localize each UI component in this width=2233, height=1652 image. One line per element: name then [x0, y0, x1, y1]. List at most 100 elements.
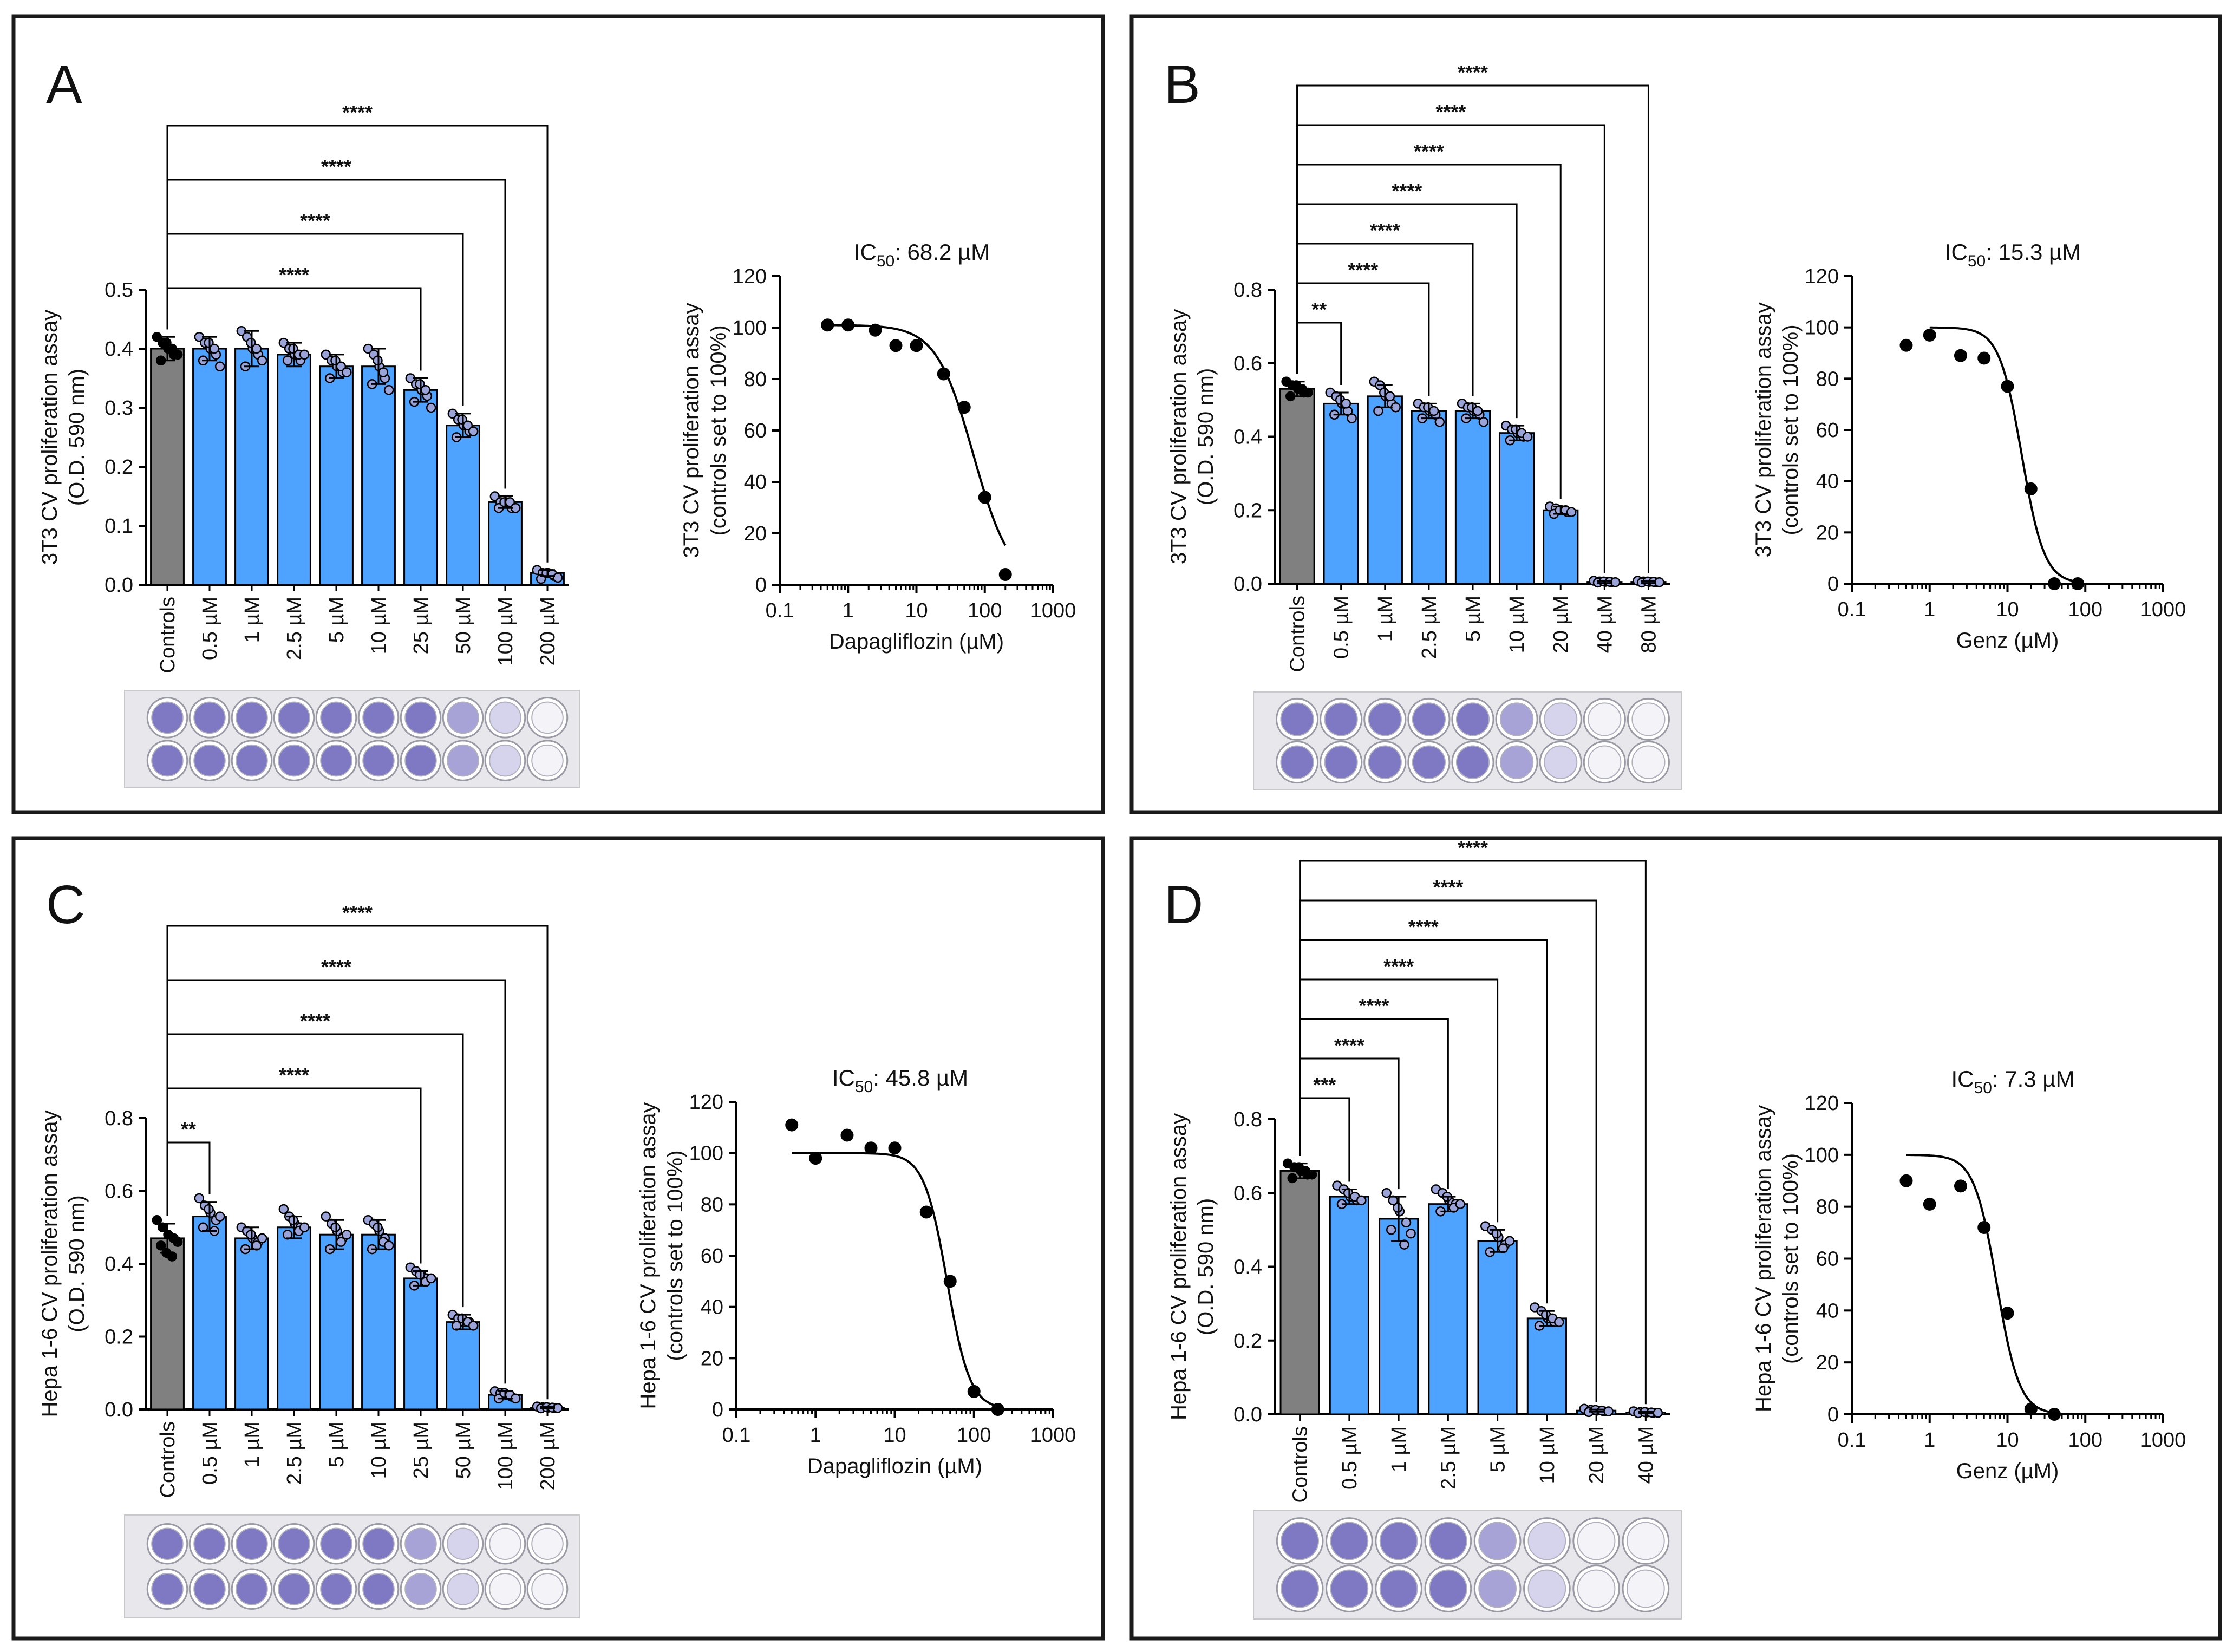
well: [489, 1573, 521, 1605]
bar: [403, 1277, 438, 1411]
well: [1379, 1522, 1418, 1560]
bar: [277, 354, 311, 586]
bar: [319, 1233, 354, 1411]
data-point: [204, 1204, 214, 1214]
dr-y-tick-label: 20: [744, 523, 767, 545]
dr-y-axis-label: Hepa 1-6 CV proliferation assay: [636, 1102, 660, 1409]
x-tick-label: 50 µM: [452, 1421, 475, 1479]
data-point: [1307, 1169, 1317, 1180]
x-tick-label: 100 µM: [494, 1421, 517, 1491]
significance-label: ****: [1414, 140, 1444, 162]
well: [278, 701, 310, 734]
well: [1544, 702, 1578, 736]
dr-data-point: [919, 1205, 933, 1219]
dr-data-point: [821, 318, 834, 332]
fit-curve: [827, 324, 1007, 546]
y-axis-label: Hepa 1-6 CV proliferation assay: [1167, 1113, 1191, 1420]
well: [236, 1573, 268, 1605]
dr-x-tick-label: 1000: [1030, 1424, 1076, 1447]
well: [404, 1527, 437, 1560]
well: [1588, 702, 1622, 736]
dr-x-tick-label: 100: [968, 599, 1002, 622]
dr-data-point: [967, 1385, 981, 1398]
ic50-title-sub: 50: [855, 1078, 873, 1096]
dr-y-tick-label: 100: [1805, 317, 1839, 339]
well: [1324, 745, 1358, 779]
data-point: [1303, 387, 1313, 398]
y-tick-label: 0.8: [1233, 279, 1262, 302]
dr-y-tick-label: 20: [1816, 1351, 1839, 1374]
data-point: [426, 402, 436, 413]
dr-x-tick-label: 0.1: [766, 599, 794, 622]
x-tick-label: 1 µM: [1388, 1426, 1411, 1472]
data-point: [1341, 399, 1351, 409]
well: [531, 701, 564, 734]
data-point: [468, 426, 479, 436]
plate-photo: [124, 1514, 580, 1618]
dr-y-axis-label-units: (controls set to 100%): [663, 1150, 687, 1361]
well: [404, 1573, 437, 1605]
bar: [192, 1216, 227, 1411]
dr-data-point: [840, 1128, 854, 1142]
well: [278, 744, 310, 777]
well: [362, 1527, 395, 1560]
well: [1368, 745, 1402, 779]
significance-bracket: [1299, 860, 1647, 1405]
data-point: [1472, 406, 1483, 416]
well: [278, 1573, 310, 1605]
dr-data-point: [2071, 577, 2085, 590]
bar: [150, 348, 185, 586]
well: [489, 701, 521, 734]
well: [193, 1573, 226, 1605]
y-tick-label: 0.8: [105, 1107, 133, 1130]
x-tick-label: 10 µM: [1536, 1426, 1559, 1484]
bar: [192, 348, 227, 586]
dr-x-tick-label: 1000: [2140, 1429, 2186, 1452]
x-tick-label: 5 µM: [1487, 1426, 1510, 1472]
dr-data-point: [910, 339, 923, 352]
well: [1478, 1522, 1517, 1560]
dr-y-tick-label: 0: [1827, 1403, 1839, 1426]
well: [1281, 1569, 1319, 1608]
data-point: [1347, 413, 1357, 423]
data-point: [278, 1204, 289, 1214]
dr-x-tick-label: 100: [2068, 598, 2103, 621]
dr-data-point: [1899, 338, 1913, 352]
well: [1478, 1569, 1517, 1608]
data-point: [330, 355, 341, 366]
data-point: [257, 355, 267, 366]
bar: [1477, 1240, 1518, 1415]
y-axis-label-units: (O.D. 590 nm): [1194, 1198, 1218, 1335]
significance-label: ****: [1334, 1034, 1364, 1056]
bar: [234, 348, 269, 586]
dr-x-axis-label: Dapagliflozin (µM): [829, 630, 1004, 654]
well: [193, 1527, 226, 1560]
well: [320, 701, 352, 734]
y-tick-label: 0.8: [1233, 1108, 1262, 1131]
significance-label: ****: [1458, 837, 1488, 859]
dr-y-tick-label: 100: [689, 1142, 723, 1165]
dr-y-tick-label: 80: [744, 368, 767, 391]
x-tick-label: 0.5 µM: [1330, 596, 1353, 659]
data-point: [1654, 577, 1664, 587]
well: [193, 744, 226, 777]
well: [489, 1527, 521, 1560]
bar: [234, 1237, 269, 1411]
dr-x-tick-label: 1000: [1030, 599, 1076, 622]
dr-data-point: [943, 1275, 957, 1288]
bar: [319, 365, 354, 586]
dr-data-point: [864, 1141, 878, 1155]
dr-y-tick-label: 60: [701, 1245, 723, 1268]
x-tick-label: 5 µM: [1462, 596, 1485, 642]
dr-x-axis-label: Genz (µM): [1956, 1459, 2059, 1483]
well: [531, 1573, 564, 1605]
bar: [1526, 1317, 1567, 1415]
dr-x-tick-label: 10: [905, 599, 928, 622]
x-tick-label: 1 µM: [241, 1421, 264, 1467]
ic50-title-sub: 50: [877, 252, 894, 270]
dr-data-point: [2048, 577, 2061, 590]
dr-y-axis-label: 3T3 CV proliferation assay: [680, 303, 703, 558]
well: [404, 744, 437, 777]
bar-chart: 0.0 0.2 0.4 0.6 0.8 Hepa 1-6 CV proliferation…: [38, 902, 569, 1498]
ic50-title-sub: 50: [1968, 252, 1986, 270]
